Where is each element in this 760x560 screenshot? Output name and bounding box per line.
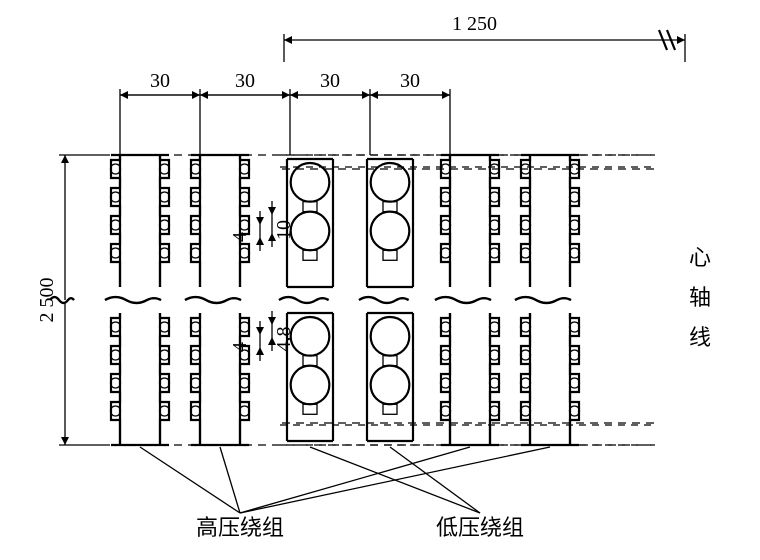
dim-cell-0: 30 (150, 70, 170, 92)
label-hv-winding: 高压绕组 (196, 515, 284, 540)
svg-text:轴: 轴 (689, 285, 711, 310)
dim-cell-2: 30 (320, 70, 340, 92)
dim-hv-gap-upper: 4 (229, 232, 251, 242)
axis-center-label: 心轴线 (689, 245, 711, 350)
dim-overall-width: 1 250 (452, 13, 497, 35)
dim-lv-gap-top: 10 (273, 220, 295, 240)
dim-lv-gap-mid: 4.8 (273, 327, 295, 352)
dim-cell-3: 30 (400, 70, 420, 92)
label-lv-winding: 低压绕组 (436, 515, 524, 540)
dim-hv-gap-lower: 4 (229, 342, 251, 352)
winding-diagram: 1 250 30 30 30 30 2 500 4 4 10 4.8 心轴线高压绕组 低压绕组 (0, 0, 760, 560)
dim-cell-1: 30 (235, 70, 255, 92)
svg-text:心: 心 (689, 245, 711, 270)
dim-height: 2 500 (36, 278, 58, 323)
svg-text:线: 线 (689, 325, 711, 350)
